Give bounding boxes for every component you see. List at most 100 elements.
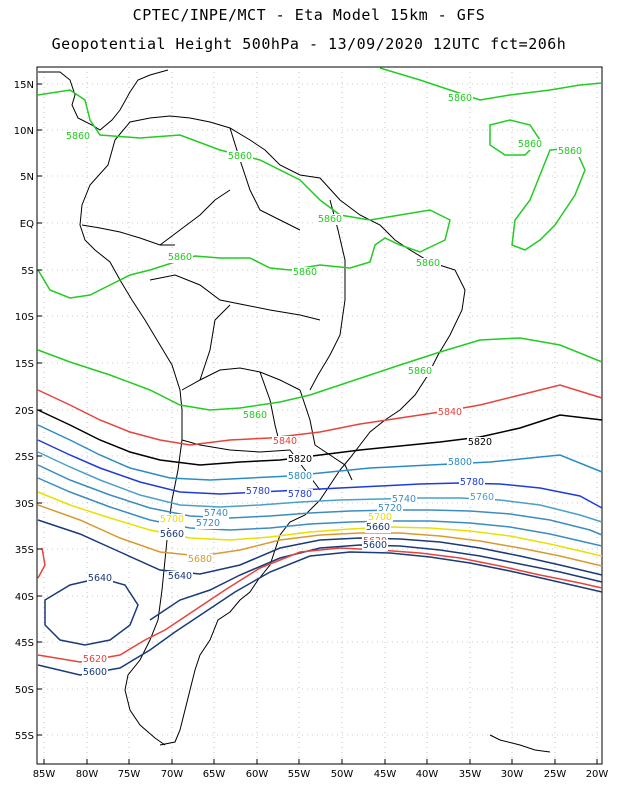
- contour-label-bg: [287, 454, 313, 465]
- contour-label-bg: [167, 252, 193, 263]
- contour-5640-low: [44, 577, 139, 646]
- contour-label: 5780: [246, 486, 270, 497]
- lat-label: 5N: [20, 172, 34, 183]
- lat-label: 55S: [15, 731, 34, 742]
- contour-5720: [37, 477, 603, 547]
- chart-title: CPTEC/INPE/MCT - Eta Model 15km - GFS: [132, 6, 486, 24]
- contour-label-bg: [365, 522, 391, 533]
- lon-label: 65W: [203, 769, 226, 780]
- contour-label: 5700: [160, 514, 184, 525]
- chart-subtitle: Geopotential Height 500hPa - 13/09/2020 …: [51, 35, 567, 53]
- lon-label: 85W: [33, 769, 56, 780]
- contour-label: 5620: [83, 654, 107, 665]
- contour-label-bg: [203, 508, 229, 519]
- contour-label-bg: [65, 131, 91, 142]
- contour-label: 5760: [470, 492, 494, 503]
- lon-label: 45W: [374, 769, 397, 780]
- contour-label-bg: [195, 518, 221, 529]
- contour-label: 5660: [366, 522, 390, 533]
- contour-label: 5840: [273, 436, 297, 447]
- lat-label: 15S: [15, 359, 34, 370]
- coastlines: [38, 69, 551, 753]
- lat-label: 25S: [15, 452, 34, 463]
- contour-5620-low: [37, 547, 603, 663]
- contour-5600: [37, 551, 603, 676]
- lat-label: 5S: [21, 266, 34, 277]
- contour-label-bg: [367, 512, 393, 523]
- contour-label: 5600: [363, 540, 387, 551]
- lon-label: 75W: [118, 769, 141, 780]
- contour-label-bg: [557, 146, 583, 157]
- contour-5780: [37, 439, 603, 509]
- lat-label: 10S: [15, 312, 34, 323]
- contour-label-bg: [87, 573, 113, 584]
- contour-label-bg: [467, 437, 493, 448]
- contour-label-bg: [167, 571, 193, 582]
- contour-label: 5860: [558, 146, 582, 157]
- contour-label: 5860: [243, 410, 267, 421]
- lon-label: 80W: [76, 769, 99, 780]
- contour-label-bg: [407, 366, 433, 377]
- contour-label-bg: [459, 477, 485, 488]
- longitude-labels: 85W 80W 75W 70W 65W 60W 55W 50W 45W 40W 35W 30W 25W 2…: [33, 759, 609, 780]
- contour-5700: [37, 491, 603, 557]
- contour-label-bg: [292, 267, 318, 278]
- contour-label-bg: [272, 436, 298, 447]
- lat-label: EQ: [20, 219, 34, 230]
- lon-label: 35W: [459, 769, 482, 780]
- lon-label: 25W: [544, 769, 567, 780]
- contour-label: 5860: [318, 214, 342, 225]
- contour-5840-north: [37, 384, 603, 446]
- contour-label: 5860: [168, 252, 192, 263]
- lon-label: 20W: [586, 769, 609, 780]
- contour-label-bg: [159, 514, 185, 525]
- lat-label: 35S: [15, 545, 34, 556]
- map-frame: [36, 66, 603, 765]
- contour-label-bg: [469, 492, 495, 503]
- contour-label: 5740: [392, 494, 416, 505]
- lat-label: 30S: [15, 499, 34, 510]
- contour-label: 5860: [66, 131, 90, 142]
- lat-label: 10N: [14, 126, 34, 137]
- lon-label: 50W: [331, 769, 354, 780]
- lat-label: 20S: [15, 406, 34, 417]
- height-contours: [37, 67, 603, 676]
- contour-label-bg: [159, 529, 185, 540]
- contour-label: 5740: [204, 508, 228, 519]
- contour-label: 5840: [438, 407, 462, 418]
- contour-5680: [37, 504, 603, 567]
- contour-5800: [37, 424, 603, 481]
- contour-label: 5780: [460, 477, 484, 488]
- contour-label-bg: [287, 489, 313, 500]
- contour-5760: [37, 451, 603, 523]
- contour-label-bg: [377, 503, 403, 514]
- contour-label: 5820: [288, 454, 312, 465]
- contour-label: 5720: [196, 518, 220, 529]
- contour-label: 5860: [518, 139, 542, 150]
- contour-label: 5860: [416, 258, 440, 269]
- lat-label: 45S: [15, 638, 34, 649]
- contour-label: 5600: [83, 667, 107, 678]
- contour-label-bg: [287, 471, 313, 482]
- lat-label: 50S: [15, 685, 34, 696]
- contour-label-bg: [242, 410, 268, 421]
- contour-label-bg: [82, 667, 108, 678]
- lon-label: 55W: [288, 769, 311, 780]
- contour-label: 5660: [160, 529, 184, 540]
- contour-label: 5720: [378, 503, 402, 514]
- contour-5740: [37, 464, 603, 536]
- contour-label: 5820: [468, 437, 492, 448]
- contour-label-bg: [227, 151, 253, 162]
- graticule: [37, 67, 602, 764]
- contour-label-bg: [415, 258, 441, 269]
- contour-label: 5780: [288, 489, 312, 500]
- contour-label: 5700: [368, 512, 392, 523]
- contour-5640-south: [149, 544, 603, 621]
- lon-label: 60W: [246, 769, 269, 780]
- contour-5860-mid: [37, 337, 603, 411]
- contour-label: 5860: [448, 93, 472, 104]
- contour-5820: [37, 409, 603, 466]
- contour-label: 5860: [293, 267, 317, 278]
- contour-5620-west: [37, 547, 46, 579]
